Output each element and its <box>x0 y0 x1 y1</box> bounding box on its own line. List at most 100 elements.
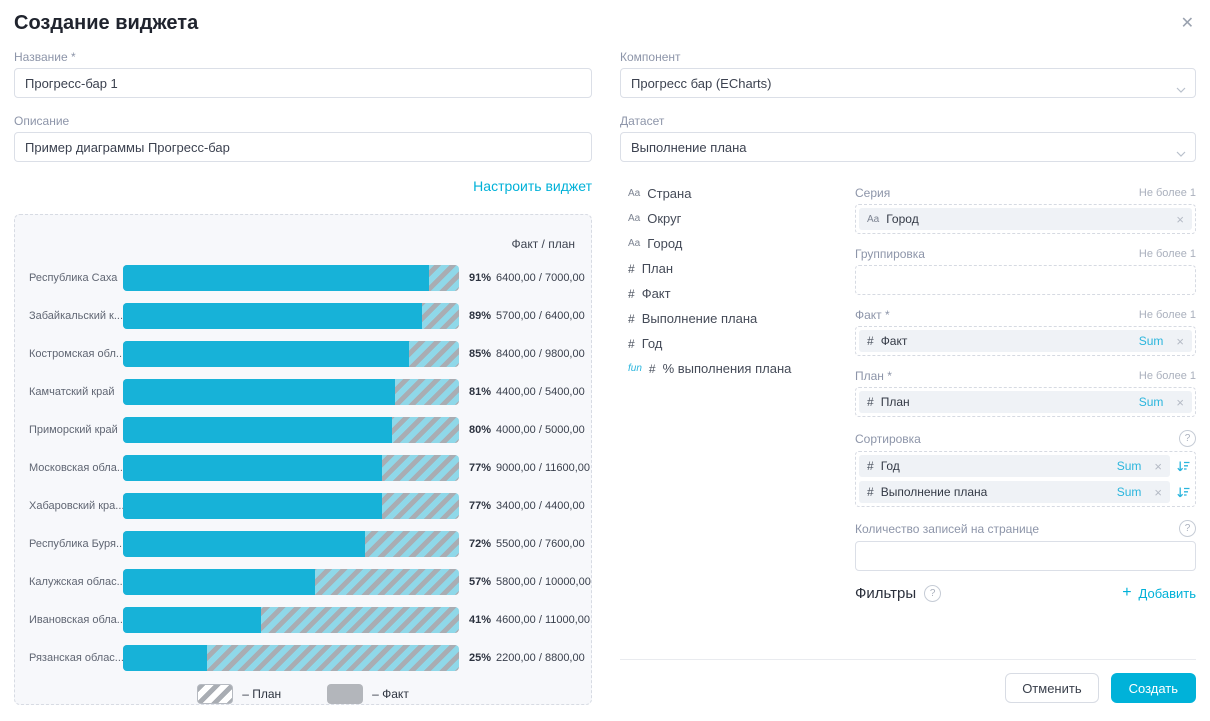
config-section-series: Серия Не более 1 Aa Город × <box>855 186 1196 234</box>
progress-bar <box>123 303 459 329</box>
description-input[interactable] <box>14 132 592 162</box>
number-field-icon: # <box>867 485 874 499</box>
field-chip[interactable]: Aa Город × <box>859 208 1192 230</box>
bar-category-label: Забайкальский к... <box>29 310 123 322</box>
bar-row: Приморский край 80% 4000,00 / 5000,00 <box>29 411 585 449</box>
progress-bar <box>123 341 459 367</box>
progress-bar <box>123 455 459 481</box>
dataset-field-item[interactable]: # Факт <box>628 286 671 301</box>
series-dropzone[interactable]: Aa Город × <box>855 204 1196 234</box>
number-field-icon: # <box>867 459 874 473</box>
bar-value-label: 91% 6400,00 / 7000,00 <box>469 272 585 284</box>
description-label: Описание <box>14 114 70 128</box>
dataset-field-item[interactable]: # Год <box>628 336 663 351</box>
number-field-icon: # <box>648 361 656 376</box>
bar-category-label: Калужская облас... <box>29 576 123 588</box>
widget-preview-panel: Факт / план Республика Саха 91% 6400,00 /… <box>14 214 592 705</box>
bar-row: Калужская облас... 57% 5800,00 / 10000,00 <box>29 563 591 601</box>
progress-bar-fill <box>123 455 382 481</box>
sort-desc-icon[interactable] <box>1176 484 1192 500</box>
filters-row: Фильтры ? + Добавить <box>855 584 1196 602</box>
bar-category-label: Приморский край <box>29 424 118 436</box>
help-icon[interactable]: ? <box>924 584 942 602</box>
component-label: Компонент <box>620 50 681 64</box>
progress-bar-fill <box>123 417 392 443</box>
page_size-input[interactable] <box>855 541 1196 571</box>
dataset-field-item[interactable]: Aa Город <box>628 236 683 251</box>
section-label: План * <box>855 369 892 383</box>
section-label: Серия <box>855 186 891 200</box>
remove-chip-icon[interactable]: × <box>1176 394 1184 410</box>
section-label: Сортировка <box>855 431 921 446</box>
help-icon[interactable]: ? <box>1179 430 1196 447</box>
limit-hint: Не более 1 <box>1138 309 1196 321</box>
bar-row: Рязанская облас... 25% 2200,00 / 8800,00 <box>29 639 585 677</box>
left-column: Название * Описание Настроить виджет Фак… <box>14 50 592 705</box>
field-chip[interactable]: # План Sum × <box>859 391 1192 413</box>
cancel-button[interactable]: Отменить <box>1005 673 1099 703</box>
bar-value-label: 85% 8400,00 / 9800,00 <box>469 348 585 360</box>
number-field-icon: # <box>867 334 874 348</box>
sort-desc-icon[interactable] <box>1176 458 1192 474</box>
bar-row: Забайкальский к... 89% 5700,00 / 6400,00 <box>29 297 585 335</box>
remove-chip-icon[interactable]: × <box>1154 484 1162 500</box>
progress-bar-fill <box>123 341 409 367</box>
chevron-down-icon <box>1176 144 1186 162</box>
page-title: Создание виджета <box>14 12 199 34</box>
aggregation-badge[interactable]: Sum <box>1138 334 1164 348</box>
chart-legend: – План – Факт <box>29 684 577 704</box>
field-chip[interactable]: # Год Sum × <box>859 455 1170 477</box>
config-section-page_size: Количество записей на странице? <box>855 520 1196 571</box>
sorting-dropzone[interactable]: # Год Sum × # Выполнение плана Sum × <box>855 451 1196 507</box>
bar-category-label: Костромская обл... <box>29 348 123 360</box>
dataset-field-item[interactable]: fun #% выполнения плана <box>628 361 792 376</box>
bar-row: Ивановская обла... 41% 4600,00 / 11000,00 <box>29 601 590 639</box>
legend-swatch-solid <box>327 684 364 704</box>
number-field-icon: # <box>867 395 874 409</box>
help-icon[interactable]: ? <box>1179 520 1196 537</box>
bar-value-label: 57% 5800,00 / 10000,00 <box>469 576 591 588</box>
remove-chip-icon[interactable]: × <box>1176 211 1184 227</box>
component-select[interactable] <box>620 68 1196 98</box>
grouping-dropzone[interactable] <box>855 265 1196 295</box>
progress-bar <box>123 645 459 671</box>
aggregation-badge[interactable]: Sum <box>1116 459 1142 473</box>
dataset-field-item[interactable]: Aa Округ <box>628 211 682 226</box>
bar-row: Республика Саха 91% 6400,00 / 7000,00 <box>29 259 585 297</box>
dataset-field-item[interactable]: # План <box>628 261 674 276</box>
dataset-field-item[interactable]: Aa Страна <box>628 186 692 201</box>
name-input[interactable] <box>14 68 592 98</box>
dataset-fields-list: Aa Страна Aa Округ Aa Город # План # Факт # Выполне… <box>620 186 855 602</box>
bar-category-label: Хабаровский кра... <box>29 500 123 512</box>
plan-dropzone[interactable]: # План Sum × <box>855 387 1196 417</box>
progress-bar <box>123 493 459 519</box>
bar-row: Московская обла... 77% 9000,00 / 11600,00 <box>29 449 590 487</box>
bar-value-label: 77% 3400,00 / 4400,00 <box>469 500 585 512</box>
bar-row: Костромская обл... 85% 8400,00 / 9800,00 <box>29 335 585 373</box>
section-label: Количество записей на странице <box>855 521 1040 536</box>
section-label: Факт * <box>855 308 890 322</box>
add-filter-button[interactable]: + Добавить <box>1122 584 1196 601</box>
progress-bar <box>123 265 459 291</box>
dataset-select[interactable] <box>620 132 1196 162</box>
remove-chip-icon[interactable]: × <box>1154 458 1162 474</box>
remove-chip-icon[interactable]: × <box>1176 333 1184 349</box>
limit-hint: Не более 1 <box>1138 248 1196 260</box>
dataset-field-item[interactable]: # Выполнение плана <box>628 311 758 326</box>
create-button[interactable]: Создать <box>1110 673 1196 703</box>
number-field-icon: # <box>628 311 635 326</box>
aggregation-badge[interactable]: Sum <box>1116 485 1142 499</box>
aggregation-badge[interactable]: Sum <box>1138 395 1164 409</box>
configure-widget-link[interactable]: Настроить виджет <box>473 178 592 194</box>
progress-bar <box>123 531 459 557</box>
fact-dropzone[interactable]: # Факт Sum × <box>855 326 1196 356</box>
limit-hint: Не более 1 <box>1138 187 1196 199</box>
field-chip[interactable]: # Выполнение плана Sum × <box>859 481 1170 503</box>
close-icon[interactable]: ✕ <box>1180 15 1194 32</box>
bar-row: Республика Буря... 72% 5500,00 / 7600,00 <box>29 525 585 563</box>
progress-bar-fill <box>123 607 261 633</box>
legend-swatch-hatched <box>197 684 234 704</box>
field-chip[interactable]: # Факт Sum × <box>859 330 1192 352</box>
footer-actions: Отменить Создать <box>1005 673 1196 703</box>
progress-bar-fill <box>123 303 423 329</box>
